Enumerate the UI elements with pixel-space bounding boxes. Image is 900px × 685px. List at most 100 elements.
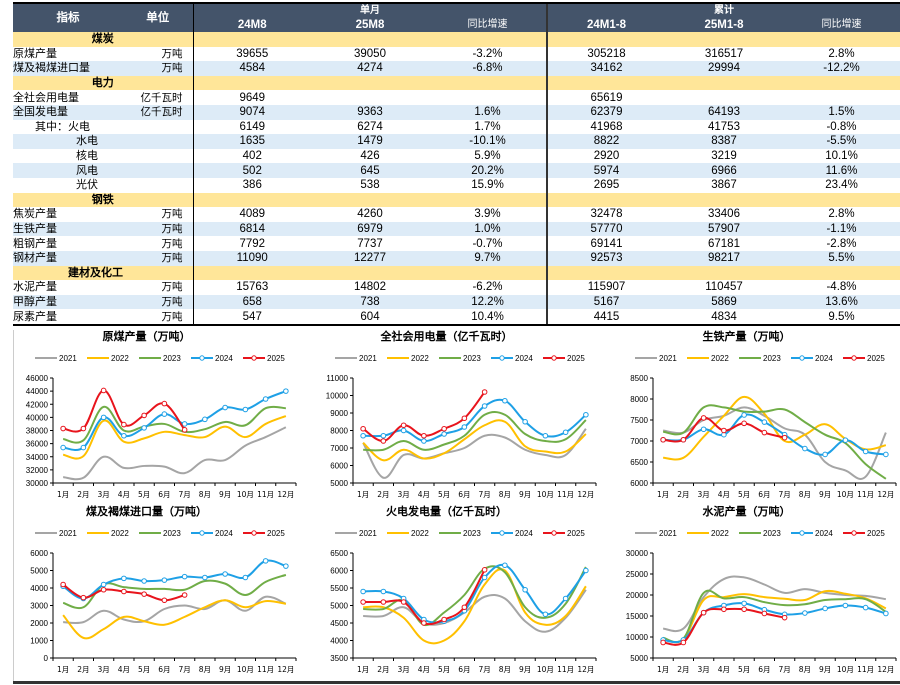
cell-c-curr: 98217 <box>665 250 783 266</box>
x-tick-label: 1月 <box>57 665 69 674</box>
section-row: 建材及化工 <box>13 265 900 281</box>
legend-item-2023: 2023 <box>139 529 181 538</box>
y-tick-label: 9000 <box>330 409 348 418</box>
legend-label: 2022 <box>411 529 429 538</box>
legend-item-2024: 2024 <box>791 529 833 538</box>
y-tick-label: 44000 <box>26 387 49 396</box>
data-point-2024 <box>842 437 849 443</box>
data-point-2024 <box>262 396 269 402</box>
series-line-2022 <box>662 589 887 644</box>
left-divider <box>13 330 14 682</box>
x-tick-label: 10月 <box>837 490 854 499</box>
cell-m-curr: 538 <box>311 177 429 193</box>
data-point-2024 <box>222 404 228 411</box>
legend-label: 2024 <box>515 354 533 363</box>
x-tick-label: 8月 <box>499 665 511 674</box>
x-tick-label: 2月 <box>377 665 389 674</box>
data-point-2024 <box>542 611 549 618</box>
cell-m-prev: 9649 <box>192 90 311 105</box>
cell-m-yoy: -6.2% <box>429 280 547 295</box>
row-unit: 万吨 <box>123 207 193 222</box>
data-point-2024 <box>360 432 366 439</box>
x-tick-label: 1月 <box>657 490 669 499</box>
row-name: 全国发电量 <box>13 104 123 120</box>
cell-m-prev: 11090 <box>192 250 311 266</box>
cell-c-prev: 2695 <box>546 177 665 193</box>
chart-4: 煤及褐煤进口量（万吨） 2021 2022 2023 2024 2025 0 1000 2000… <box>30 504 297 674</box>
table-row: 粗钢产量 万吨 7792 7737 -0.7% 69141 67181 -2.8% <box>13 236 900 251</box>
chart-title: 火电发电量（亿千瓦时） <box>386 504 507 518</box>
data-point-2024 <box>461 424 468 430</box>
legend-label: 2023 <box>763 354 781 363</box>
table-row: 风电 502 645 20.2% 5974 6966 11.6% <box>13 163 900 178</box>
x-tick-label: 8月 <box>499 490 511 499</box>
data-point-2024 <box>181 421 188 427</box>
x-tick-label: 9月 <box>219 665 231 674</box>
data-point-2024 <box>60 444 66 451</box>
data-point-2024 <box>80 444 87 451</box>
cell-m-prev: 6149 <box>192 119 311 135</box>
cell-c-curr: 110457 <box>665 280 783 295</box>
x-tick-label: 9月 <box>219 490 231 499</box>
data-point-2024 <box>522 586 528 593</box>
cell-m-prev: 39655 <box>192 46 311 62</box>
legend-item-2021: 2021 <box>35 529 77 538</box>
row-unit <box>123 163 193 178</box>
y-tick-label: 8000 <box>630 395 648 404</box>
cell-m-curr: 6274 <box>311 119 429 135</box>
row-name: 焦炭产量 <box>13 207 123 222</box>
legend-label: 2023 <box>763 529 781 538</box>
legend-item-2022: 2022 <box>87 529 129 538</box>
legend-item-2025: 2025 <box>843 529 885 538</box>
x-tick-label: 4月 <box>118 490 130 499</box>
cell-m-curr: 6979 <box>311 221 429 237</box>
cell-m-prev: 502 <box>192 163 311 178</box>
data-point-2025 <box>660 436 666 443</box>
x-tick-label: 7月 <box>778 490 790 499</box>
row-unit: 万吨 <box>123 309 193 326</box>
y-tick-label: 6000 <box>330 462 348 471</box>
cell-m-curr: 1479 <box>311 134 429 149</box>
y-tick-label: 30000 <box>626 549 649 558</box>
cell-m-yoy: 5.9% <box>429 148 547 164</box>
data-point-2025 <box>421 432 427 439</box>
legend-item-2021: 2021 <box>35 354 77 363</box>
legend-item-2022: 2022 <box>687 354 729 363</box>
data-point-2024 <box>562 595 569 602</box>
y-tick-label: 30000 <box>26 479 49 488</box>
y-tick-label: 2000 <box>30 619 48 628</box>
cell-c-prev: 305218 <box>546 46 665 62</box>
cell-m-yoy: 10.4% <box>429 309 547 326</box>
data-point-2025 <box>660 639 666 646</box>
cell-c-curr: 3867 <box>665 177 783 193</box>
series-line-2023 <box>662 404 887 480</box>
cell-m-prev: 1635 <box>192 134 311 149</box>
cell-m-curr: 645 <box>311 163 429 178</box>
x-tick-label: 7月 <box>778 665 790 674</box>
data-point-2024 <box>360 588 366 595</box>
data-point-2024 <box>283 388 289 394</box>
y-tick-label: 0 <box>44 654 49 663</box>
legend-label: 2022 <box>111 354 129 363</box>
cell-c-yoy: 2.8% <box>783 207 900 222</box>
data-point-2025 <box>161 597 168 604</box>
table-row: 钢材产量 万吨 11090 12277 9.7% 92573 98217 5.5% <box>13 250 900 266</box>
legend-label: 2024 <box>215 529 233 538</box>
legend-item-2021: 2021 <box>335 354 377 363</box>
y-tick-label: 7000 <box>630 437 648 446</box>
data-point-2024 <box>242 406 249 413</box>
x-tick-label: 11月 <box>257 490 274 499</box>
data-point-2024 <box>583 567 589 574</box>
chart-title: 煤及褐煤进口量（万吨） <box>86 504 207 518</box>
series-line-2023 <box>62 405 286 444</box>
legend-marker <box>799 530 805 536</box>
y-tick-label: 5500 <box>330 584 348 593</box>
legend-label: 2025 <box>567 529 585 538</box>
data-point-2024 <box>100 414 107 421</box>
data-point-2024 <box>202 416 208 423</box>
x-tick-label: 3月 <box>697 490 709 499</box>
y-tick-label: 32000 <box>26 466 49 475</box>
y-tick-label: 8000 <box>330 427 348 436</box>
data-point-2024 <box>181 573 188 580</box>
cell-m-yoy: -6.8% <box>429 61 547 76</box>
